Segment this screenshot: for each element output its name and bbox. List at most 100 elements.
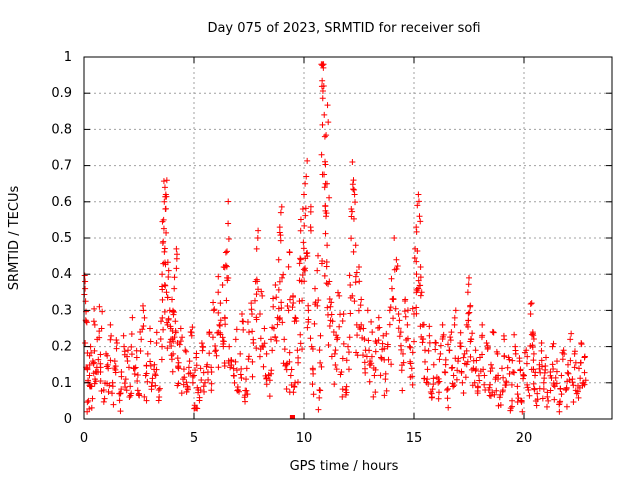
y-tick-label: 0.7 — [51, 159, 72, 174]
data-point — [461, 350, 468, 357]
data-point — [211, 306, 218, 313]
data-point — [141, 314, 148, 321]
data-point — [144, 378, 151, 385]
data-point — [309, 345, 316, 352]
data-point — [103, 363, 110, 370]
data-point — [219, 334, 226, 341]
data-point — [248, 311, 255, 318]
data-point — [191, 372, 197, 379]
data-point — [478, 334, 485, 341]
data-point — [310, 391, 317, 398]
data-point — [183, 379, 190, 386]
data-point — [401, 298, 408, 305]
data-point — [547, 372, 554, 379]
data-point — [503, 381, 510, 388]
data-point — [257, 335, 264, 342]
data-point — [169, 308, 176, 315]
data-point — [242, 398, 249, 405]
data-point — [316, 394, 323, 401]
data-point — [174, 355, 181, 362]
data-point — [354, 352, 361, 359]
data-point — [270, 325, 277, 332]
data-point — [566, 377, 573, 384]
data-point — [107, 321, 114, 328]
data-point — [509, 357, 516, 364]
data-point — [317, 332, 324, 339]
data-point — [286, 349, 293, 356]
data-point — [84, 408, 91, 415]
data-point — [132, 364, 139, 371]
data-point — [307, 335, 314, 342]
data-point — [290, 300, 297, 307]
data-point — [512, 347, 519, 354]
data-point — [127, 383, 134, 390]
data-point — [556, 408, 563, 415]
data-point — [315, 406, 322, 413]
data-point — [296, 260, 303, 267]
data-point — [454, 367, 461, 374]
data-point — [302, 205, 309, 212]
data-point — [541, 375, 548, 382]
data-point — [352, 273, 359, 280]
data-point — [124, 358, 131, 365]
data-point — [387, 304, 394, 311]
data-point — [462, 374, 469, 381]
data-point — [297, 256, 304, 263]
data-point — [460, 390, 467, 397]
data-point — [323, 213, 329, 220]
data-point — [550, 340, 557, 347]
data-point — [450, 372, 457, 379]
data-point — [396, 317, 403, 324]
data-point — [189, 379, 196, 386]
data-point — [468, 366, 475, 373]
y-tick-label: 0.2 — [51, 340, 72, 355]
data-point — [551, 383, 558, 390]
data-point — [138, 336, 145, 343]
data-point — [173, 265, 180, 272]
data-point — [89, 395, 96, 402]
data-point — [215, 364, 222, 371]
data-point — [303, 173, 310, 180]
data-point — [570, 382, 577, 389]
data-point — [428, 394, 435, 401]
data-point — [359, 352, 366, 359]
data-point — [253, 276, 260, 283]
data-point — [370, 364, 377, 371]
plot-frame — [83, 56, 613, 420]
data-point — [301, 267, 308, 274]
data-point — [493, 348, 500, 355]
data-point — [581, 353, 588, 360]
data-point — [167, 323, 174, 330]
data-point — [91, 321, 98, 328]
data-point — [467, 353, 474, 360]
data-point — [563, 385, 570, 392]
data-point — [290, 389, 297, 396]
data-point — [571, 348, 578, 355]
data-point — [171, 309, 178, 316]
data-point — [245, 356, 252, 363]
data-point — [189, 373, 196, 380]
data-point — [139, 302, 146, 309]
data-point — [489, 389, 496, 396]
data-point — [263, 381, 270, 388]
data-point — [409, 305, 416, 312]
data-point — [421, 375, 428, 382]
data-point — [159, 343, 166, 350]
data-point — [519, 408, 526, 415]
data-point — [479, 321, 486, 328]
data-point — [208, 387, 215, 394]
data-point — [153, 339, 160, 346]
data-point — [160, 178, 167, 185]
data-point — [321, 184, 328, 191]
data-point — [330, 328, 337, 335]
data-point — [173, 245, 180, 252]
data-point — [236, 388, 243, 395]
data-point — [332, 361, 339, 368]
data-point — [326, 295, 333, 302]
data-point — [297, 331, 304, 338]
data-point — [347, 310, 354, 317]
data-point — [216, 321, 223, 328]
data-point — [269, 347, 276, 354]
data-point — [97, 378, 104, 385]
data-point — [153, 329, 160, 336]
